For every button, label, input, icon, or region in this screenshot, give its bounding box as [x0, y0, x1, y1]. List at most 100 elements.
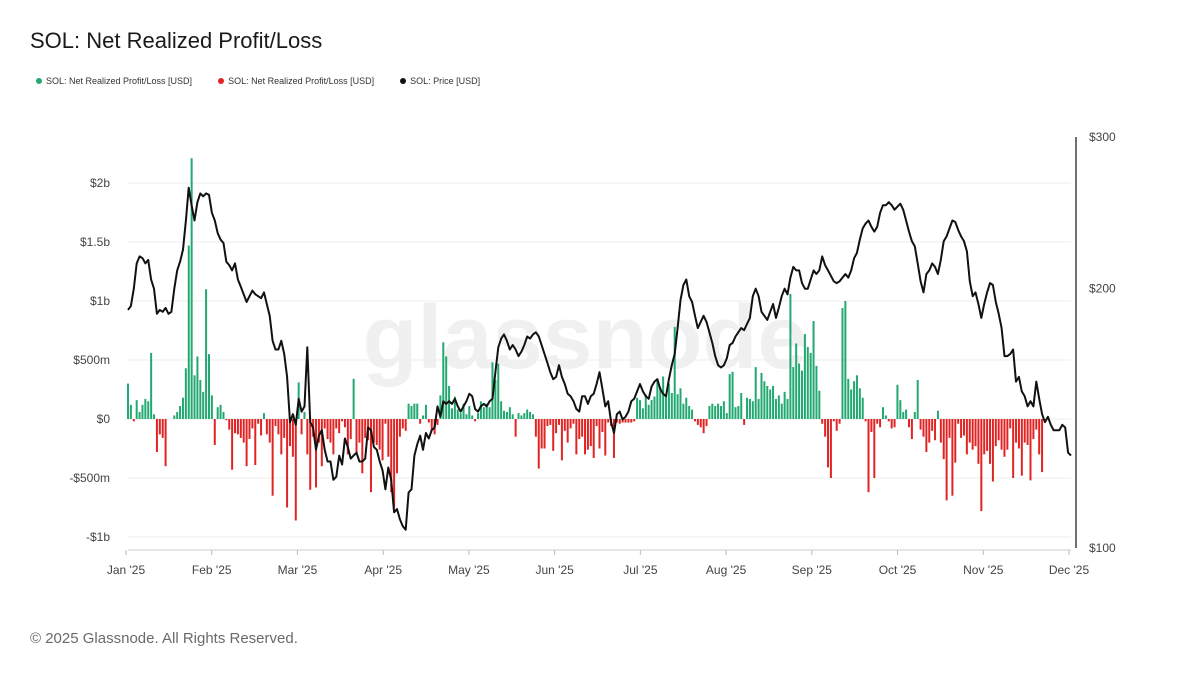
- loss-bar: [155, 419, 158, 453]
- profit-bar: [520, 415, 523, 419]
- profit-bar: [207, 354, 210, 419]
- y-left-tick-label: $0: [97, 412, 111, 426]
- profit-bar: [853, 381, 856, 419]
- profit-bar: [262, 413, 265, 419]
- profit-bar: [679, 388, 682, 419]
- profit-bar: [647, 404, 650, 419]
- profit-bar: [792, 367, 795, 419]
- loss-bar: [994, 419, 997, 447]
- profit-bar: [913, 411, 916, 419]
- loss-bar: [589, 419, 592, 447]
- profit-bar: [413, 403, 416, 419]
- loss-bar: [549, 419, 552, 425]
- profit-bar: [465, 414, 468, 419]
- profit-bar: [711, 403, 714, 419]
- profit-bar: [199, 380, 202, 419]
- profit-bar: [450, 408, 453, 419]
- legend-item-price[interactable]: SOL: Price [USD]: [400, 76, 480, 86]
- profit-bar: [482, 407, 485, 419]
- loss-bar: [919, 419, 922, 430]
- loss-bar: [974, 419, 977, 447]
- loss-bar: [980, 419, 983, 512]
- loss-bar: [1038, 419, 1041, 455]
- loss-bar: [876, 419, 879, 424]
- legend-label-loss: SOL: Net Realized Profit/Loss [USD]: [228, 76, 375, 86]
- profit-bar: [757, 398, 760, 419]
- profit-bar: [216, 407, 219, 419]
- loss-bar: [332, 419, 335, 455]
- copyright-footer: © 2025 Glassnode. All Rights Reserved.: [30, 630, 298, 647]
- profit-bar: [714, 406, 717, 419]
- loss-bar: [419, 419, 422, 424]
- loss-bar: [867, 419, 870, 493]
- legend-dot-price: [400, 78, 407, 84]
- loss-bar: [560, 419, 563, 461]
- legend-dot-loss: [218, 78, 225, 84]
- loss-bar: [543, 419, 546, 449]
- loss-bar: [954, 419, 957, 463]
- profit-bar: [127, 383, 129, 419]
- loss-bar: [346, 419, 349, 455]
- profit-bar: [916, 380, 919, 419]
- loss-bar: [228, 419, 231, 430]
- loss-bar: [158, 419, 161, 435]
- profit-bar: [786, 398, 789, 419]
- loss-bar: [396, 419, 399, 474]
- profit-bar: [763, 381, 766, 419]
- loss-bar: [341, 419, 344, 422]
- loss-bar: [569, 419, 572, 429]
- profit-bar: [523, 413, 526, 419]
- loss-bar: [835, 419, 838, 431]
- legend-item-profit[interactable]: SOL: Net Realized Profit/Loss [USD]: [36, 76, 192, 86]
- loss-bar: [827, 419, 830, 468]
- loss-bar: [323, 419, 326, 429]
- loss-bar: [621, 419, 624, 423]
- profit-bar: [303, 411, 306, 419]
- loss-bar: [1003, 419, 1006, 457]
- y-left-tick-label: -$1b: [86, 530, 110, 544]
- loss-bar: [540, 419, 543, 449]
- profit-bar: [205, 289, 208, 419]
- loss-bar: [271, 419, 274, 496]
- y-left-tick-label: $1.5b: [80, 235, 110, 249]
- loss-bar: [699, 419, 702, 428]
- profit-bar: [777, 395, 780, 419]
- profit-bar: [442, 342, 445, 419]
- x-tick-label: Nov '25: [963, 563, 1004, 577]
- profit-bar: [818, 390, 821, 419]
- loss-bar: [968, 419, 971, 443]
- profit-bar: [190, 158, 193, 419]
- profit-bar: [746, 397, 749, 419]
- profit-bar: [459, 413, 462, 419]
- legend-item-loss[interactable]: SOL: Net Realized Profit/Loss [USD]: [218, 76, 374, 86]
- profit-bar: [688, 406, 691, 419]
- bar-series: [127, 158, 1044, 521]
- profit-bar: [772, 385, 775, 419]
- profit-bar: [656, 381, 659, 419]
- profit-bar: [760, 372, 763, 419]
- loss-bar: [922, 419, 925, 437]
- profit-bar: [789, 293, 792, 419]
- loss-bar: [821, 419, 824, 424]
- loss-bar: [355, 419, 358, 455]
- watermark-text: glassnode: [362, 288, 807, 388]
- loss-bar: [335, 419, 338, 429]
- loss-bar: [951, 419, 954, 496]
- profit-bar: [653, 396, 656, 419]
- profit-bar: [751, 401, 754, 419]
- loss-bar: [630, 419, 633, 423]
- profit-bar: [847, 378, 850, 419]
- profit-bar: [511, 414, 514, 419]
- profit-bar: [780, 403, 783, 419]
- profit-bar: [503, 410, 506, 419]
- loss-bar: [971, 419, 974, 450]
- loss-bar: [398, 419, 401, 437]
- profit-bar: [659, 387, 662, 419]
- loss-bar: [1026, 419, 1029, 445]
- profit-bar: [737, 406, 740, 419]
- profit-bar: [445, 356, 448, 419]
- loss-bar: [986, 419, 989, 451]
- loss-bar: [696, 419, 699, 425]
- profit-bar: [471, 415, 474, 419]
